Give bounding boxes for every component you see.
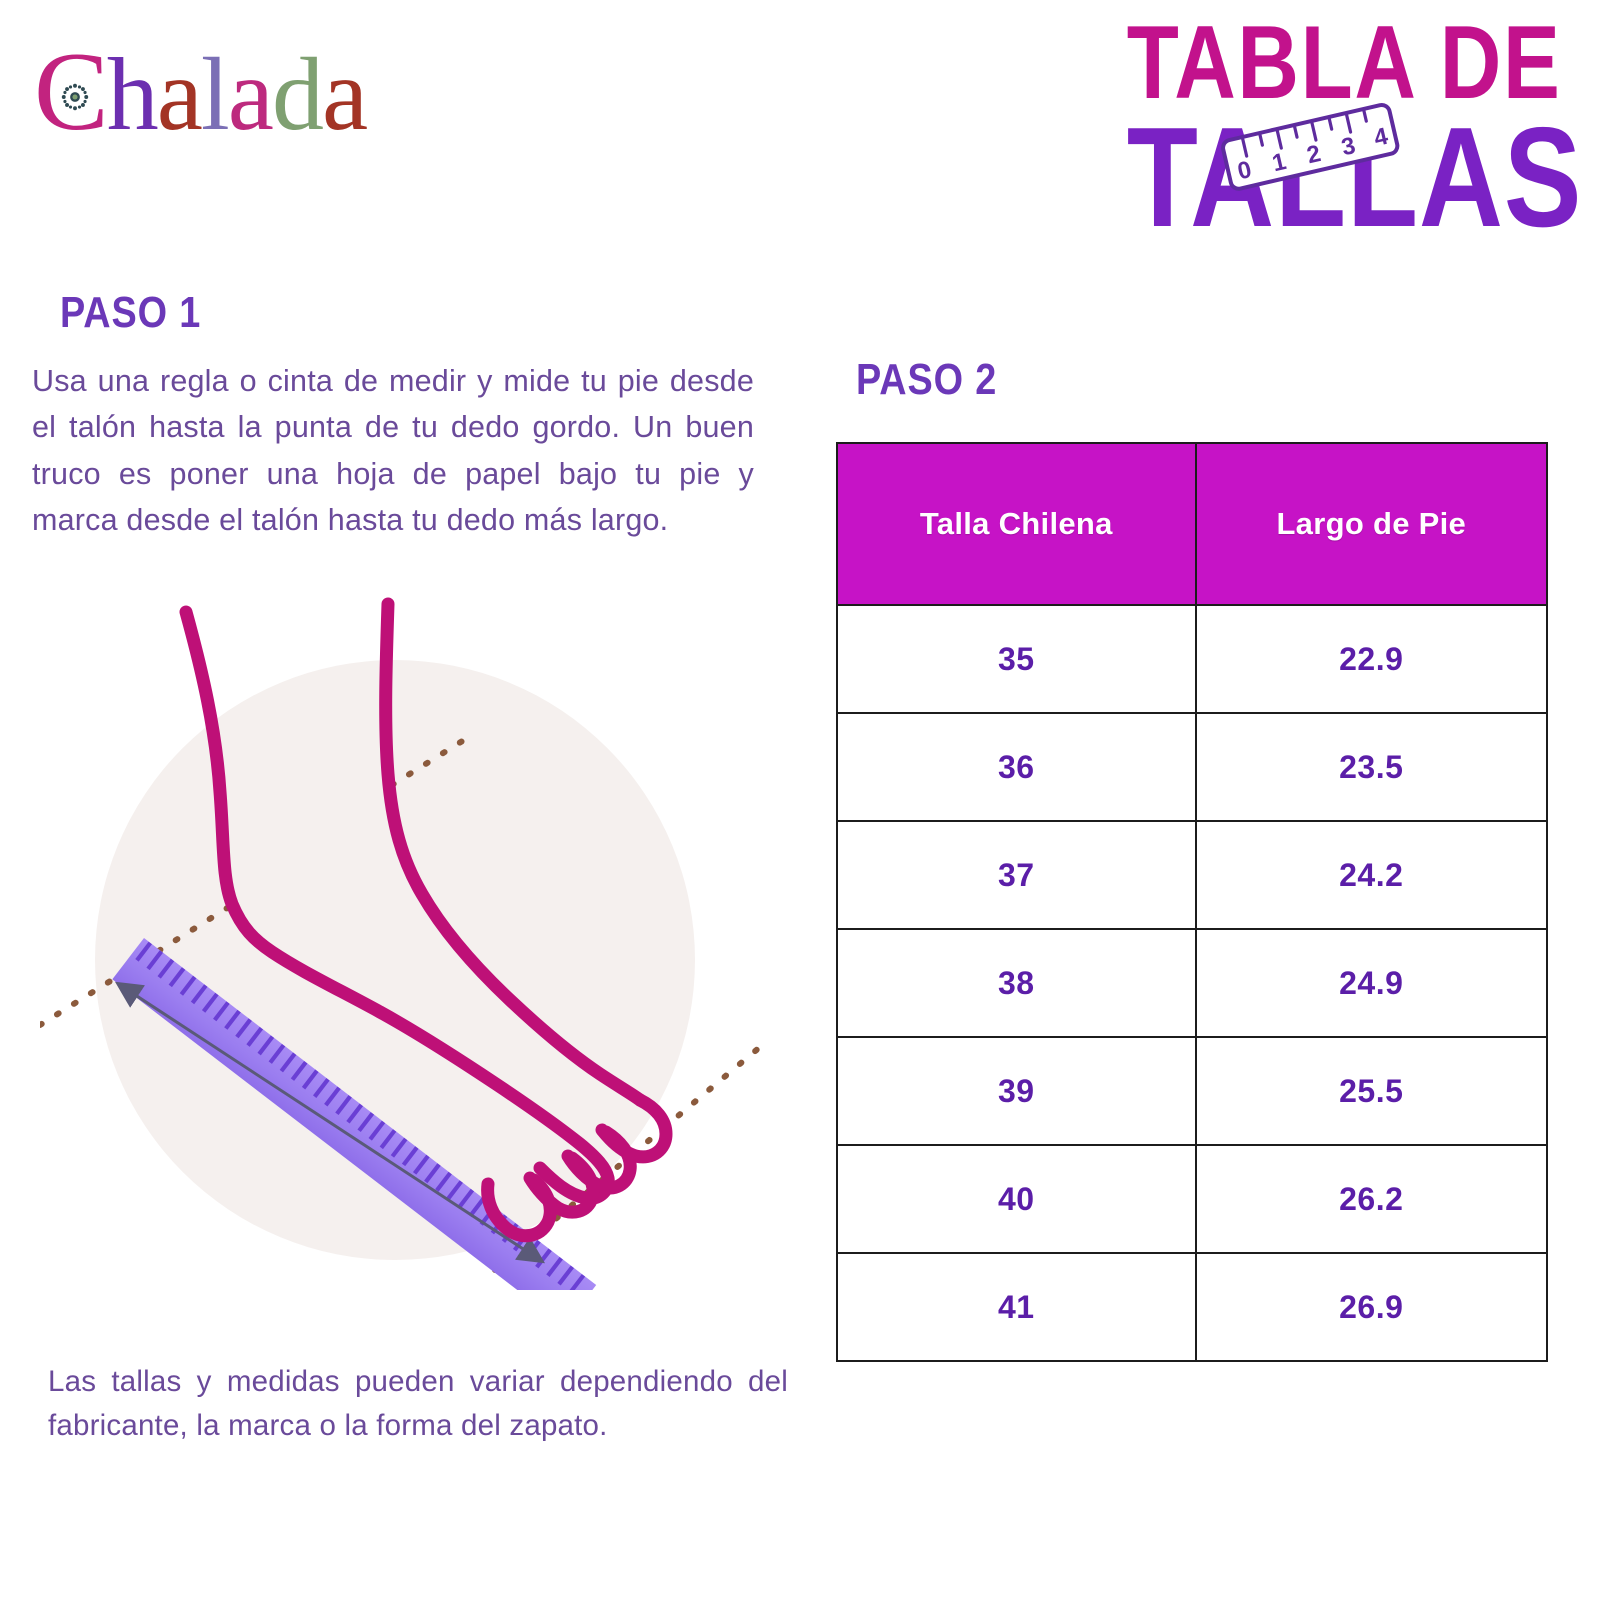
- cell-largo: 23.5: [1194, 712, 1549, 822]
- cell-largo: 26.9: [1194, 1252, 1549, 1362]
- cell-largo: 22.9: [1194, 604, 1549, 714]
- cell-largo: 24.2: [1194, 820, 1549, 930]
- cell-talla: 38: [836, 928, 1197, 1038]
- table-row: 36 23.5: [836, 712, 1549, 822]
- table-row: 39 25.5: [836, 1036, 1549, 1146]
- table-row: 37 24.2: [836, 820, 1549, 930]
- size-chart-table: Talla Chilena Largo de Pie 35 22.9 36 23…: [836, 442, 1549, 1362]
- step1-body-text: Usa una regla o cinta de medir y mide tu…: [32, 364, 754, 538]
- flower-ornament-icon: [61, 83, 89, 111]
- logo-letter-a1: a: [156, 37, 203, 152]
- logo-letter-d: d: [271, 37, 324, 152]
- ruler-mark-3: 3: [1339, 132, 1358, 161]
- logo-letter-h: h: [106, 37, 159, 152]
- page-title-line1: TABLA DE: [1126, 5, 1562, 121]
- logo-letter-a3: a: [321, 37, 368, 152]
- disclaimer-text: Las tallas y medidas pueden variar depen…: [48, 1365, 788, 1443]
- step1-heading: PASO 1: [60, 288, 202, 337]
- ruler-mark-2: 2: [1304, 140, 1323, 169]
- logo-letter-a2: a: [227, 37, 274, 152]
- logo-letter-l: l: [200, 37, 230, 152]
- ruler-icon: 0 1 2 3 4: [1221, 103, 1400, 191]
- ankle-guide-dotted-line: [389, 732, 475, 788]
- cell-talla: 40: [836, 1144, 1197, 1254]
- foot-measuring-illustration: [40, 597, 760, 1290]
- brand-logo-wordmark: Chalada: [34, 36, 454, 148]
- step2-heading: PASO 2: [856, 355, 998, 404]
- ruler-mark-0: 0: [1235, 156, 1254, 185]
- cell-talla: 36: [836, 712, 1197, 822]
- cell-talla: 39: [836, 1036, 1197, 1146]
- column-header-talla-chilena: Talla Chilena: [836, 442, 1197, 606]
- cell-talla: 41: [836, 1252, 1197, 1362]
- table-row: 40 26.2: [836, 1144, 1549, 1254]
- table-row: 41 26.9: [836, 1252, 1549, 1362]
- cell-talla: 35: [836, 604, 1197, 714]
- table-row: 38 24.9: [836, 928, 1549, 1038]
- table-row: 35 22.9: [836, 604, 1549, 714]
- measurement-arrow: [114, 981, 546, 1264]
- table-header-row: Talla Chilena Largo de Pie: [836, 442, 1549, 606]
- brand-logo: Chalada: [34, 36, 454, 156]
- cell-talla: 37: [836, 820, 1197, 930]
- logo-letter-c: C: [34, 30, 109, 154]
- cell-largo: 26.2: [1194, 1144, 1549, 1254]
- cell-largo: 25.5: [1194, 1036, 1549, 1146]
- foot-outline: [179, 597, 673, 1243]
- cell-largo: 24.9: [1194, 928, 1549, 1038]
- column-header-largo-de-pie: Largo de Pie: [1194, 442, 1549, 606]
- ruler-mark-1: 1: [1270, 148, 1289, 177]
- page-title: TABLA DE TALLAS 0 1 2 3 4: [1080, 5, 1600, 298]
